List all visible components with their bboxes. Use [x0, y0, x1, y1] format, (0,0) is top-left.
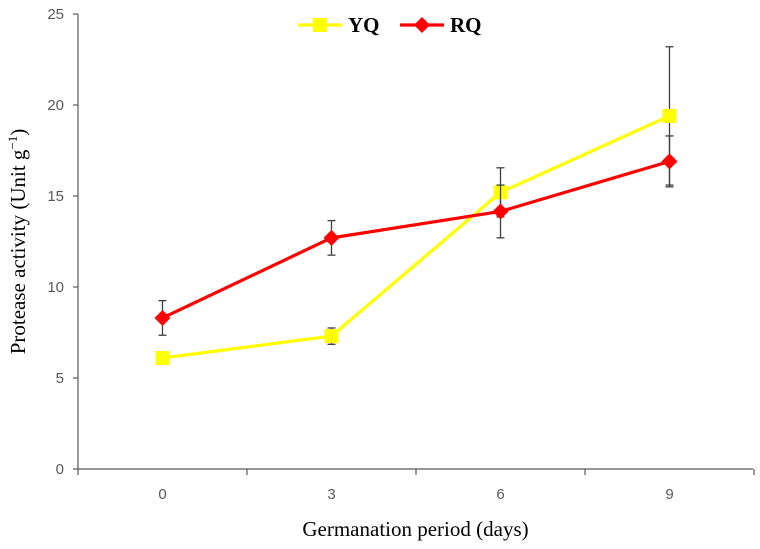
series-yq-point — [324, 329, 339, 344]
series-yq — [155, 46, 677, 365]
legend: YQ RQ — [298, 13, 482, 37]
x-axis-title: Germanation period (days) — [302, 517, 528, 541]
series-yq-line — [162, 114, 671, 360]
legend-swatch-marker — [414, 17, 430, 33]
legend-label-yq: YQ — [348, 13, 380, 37]
series-rq-point — [661, 153, 678, 170]
series-yq-point — [662, 108, 677, 123]
series-rq — [154, 135, 678, 336]
x-tick-label: 3 — [327, 486, 335, 503]
y-axis-title-superscript: −1 — [5, 136, 20, 150]
y-axis-title: Protease activity (Unit g−1) — [5, 129, 30, 355]
legend-item-rq: RQ — [400, 13, 482, 37]
legend-label-rq: RQ — [450, 13, 482, 37]
axes — [77, 14, 753, 470]
x-tick-label: 9 — [665, 486, 673, 503]
legend-swatch-marker — [313, 18, 327, 32]
y-tick-label: 15 — [47, 188, 64, 205]
legend-item-yq: YQ — [298, 13, 380, 37]
y-axis-ticks: 0 5 10 15 20 25 — [47, 6, 78, 478]
series-yq-error-bars — [158, 46, 674, 363]
y-tick-label: 20 — [47, 97, 64, 114]
x-tick-label: 6 — [496, 486, 504, 503]
series-rq-error-bars — [158, 135, 674, 336]
y-axis-title-close: ) — [6, 129, 30, 136]
y-tick-label: 10 — [47, 279, 64, 296]
series-yq-point — [155, 350, 170, 365]
series-rq-point — [154, 309, 171, 326]
series-rq-line — [161, 159, 670, 320]
y-tick-label: 25 — [47, 6, 64, 23]
y-tick-label: 5 — [56, 370, 64, 387]
series-layer — [154, 46, 678, 365]
y-axis-title-main: Protease activity (Unit g — [6, 149, 30, 354]
x-axis-ticks: 0 3 6 9 — [77, 469, 755, 503]
x-tick-label: 0 — [158, 486, 166, 503]
series-rq-point — [492, 203, 509, 220]
y-tick-label: 0 — [56, 461, 64, 478]
series-rq-point — [323, 229, 340, 246]
